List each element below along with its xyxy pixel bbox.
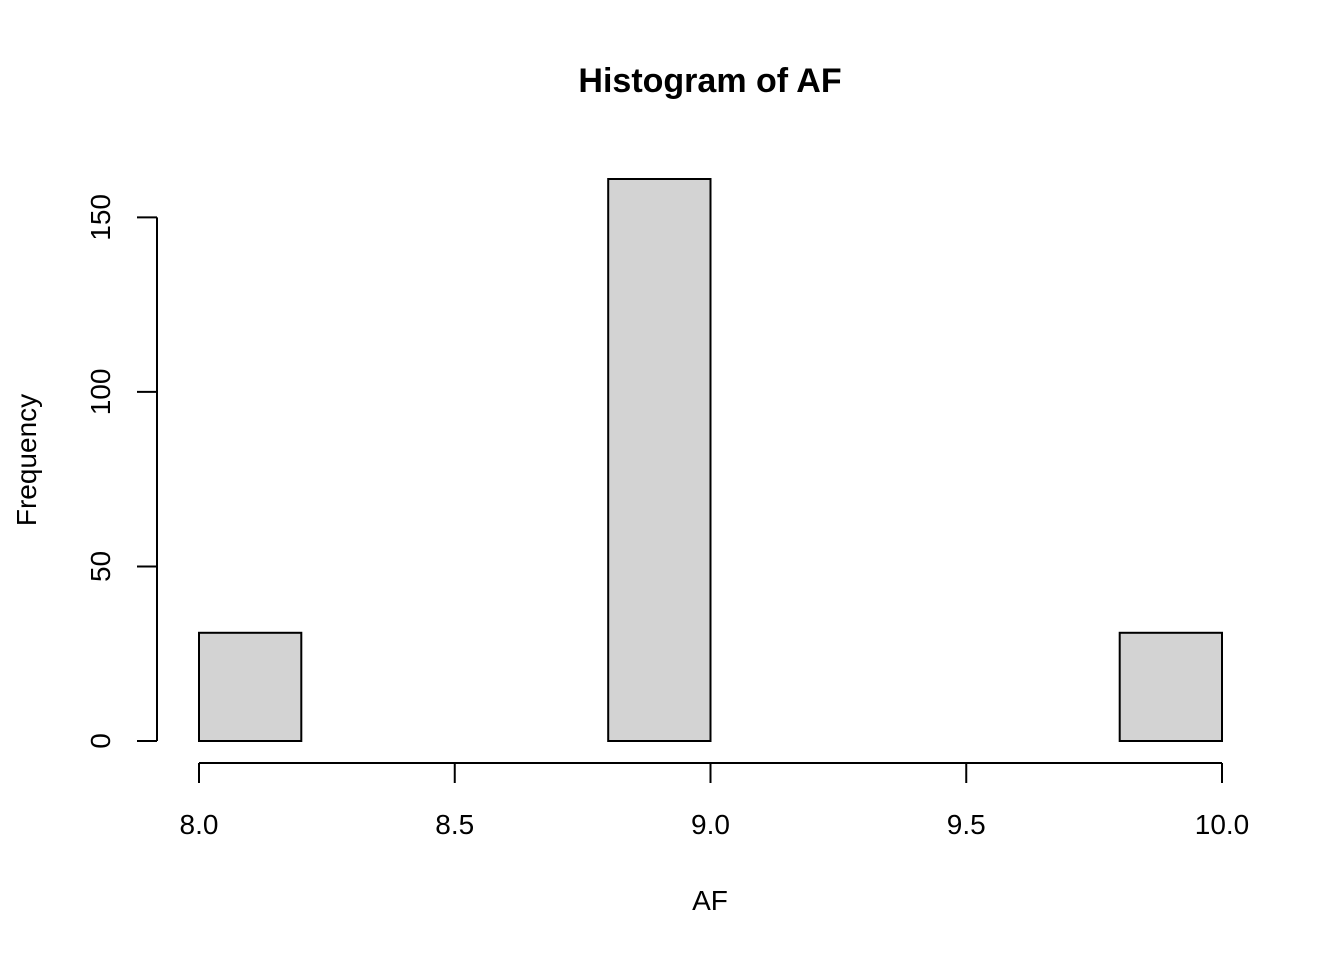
y-axis: 0 50 100 150 — [85, 194, 158, 749]
x-tick-label: 8.0 — [180, 809, 219, 840]
y-tick-label: 0 — [85, 733, 116, 749]
x-tick-label: 10.0 — [1195, 809, 1250, 840]
histogram-bar — [607, 178, 712, 742]
x-tick-label: 9.5 — [947, 809, 986, 840]
histogram-bar — [198, 631, 303, 742]
x-tick-label: 9.0 — [691, 809, 730, 840]
y-axis-label: Frequency — [11, 394, 42, 526]
y-tick-label: 150 — [85, 194, 116, 241]
y-tick-label: 50 — [85, 551, 116, 582]
chart-title: Histogram of AF — [578, 62, 841, 100]
x-axis-label: AF — [692, 885, 728, 916]
histogram-bar — [1118, 631, 1223, 742]
x-tick-label: 8.5 — [435, 809, 474, 840]
y-tick-label: 100 — [85, 369, 116, 416]
x-axis: 8.0 8.5 9.0 9.5 10.0 — [180, 762, 1250, 840]
bars-group — [198, 178, 1223, 742]
